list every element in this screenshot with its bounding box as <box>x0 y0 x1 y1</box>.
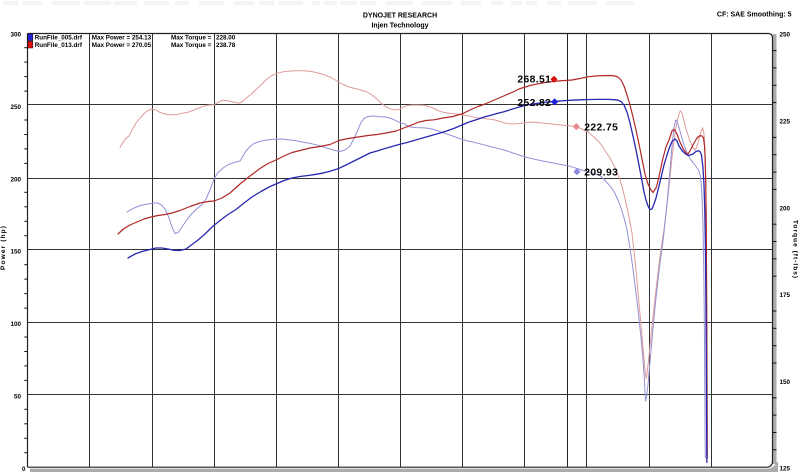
svg-text:238.78: 238.78 <box>216 42 236 49</box>
svg-text:225: 225 <box>780 119 791 126</box>
svg-text:252.82: 252.82 <box>517 98 551 109</box>
svg-text:Max Torque =: Max Torque = <box>171 35 212 42</box>
svg-text:228.00: 228.00 <box>216 35 236 42</box>
svg-text:209.93: 209.93 <box>584 168 618 179</box>
svg-text:RunFile_013.drf: RunFile_013.drf <box>35 42 83 49</box>
svg-text:Max Power = 254.13: Max Power = 254.13 <box>92 35 152 42</box>
svg-text:50: 50 <box>14 393 22 400</box>
svg-text:200: 200 <box>10 176 21 183</box>
svg-text:Max Torque =: Max Torque = <box>171 42 212 49</box>
svg-text:DYNOJET RESEARCH: DYNOJET RESEARCH <box>363 13 437 20</box>
svg-text:222.75: 222.75 <box>584 123 618 134</box>
svg-text:150: 150 <box>10 249 21 256</box>
svg-text:Injen Technology: Injen Technology <box>371 23 428 30</box>
svg-text:RunFile_005.drf: RunFile_005.drf <box>35 35 83 42</box>
svg-text:CF: SAE Smoothing: 5: CF: SAE Smoothing: 5 <box>717 11 792 18</box>
svg-text:150: 150 <box>780 379 791 386</box>
svg-text:268.51: 268.51 <box>517 75 551 86</box>
svg-text:200: 200 <box>780 205 791 212</box>
svg-text:Power (hp): Power (hp) <box>0 225 7 270</box>
svg-text:Max Power = 270.05: Max Power = 270.05 <box>92 42 152 49</box>
svg-text:Torque (ft-lbs): Torque (ft-lbs) <box>792 220 799 279</box>
svg-text:250: 250 <box>10 104 21 111</box>
svg-text:100: 100 <box>10 321 21 328</box>
svg-text:125: 125 <box>780 466 791 472</box>
svg-text:175: 175 <box>780 292 791 299</box>
svg-text:300: 300 <box>10 32 21 39</box>
svg-text:250: 250 <box>780 32 791 39</box>
svg-text:0: 0 <box>22 466 26 472</box>
